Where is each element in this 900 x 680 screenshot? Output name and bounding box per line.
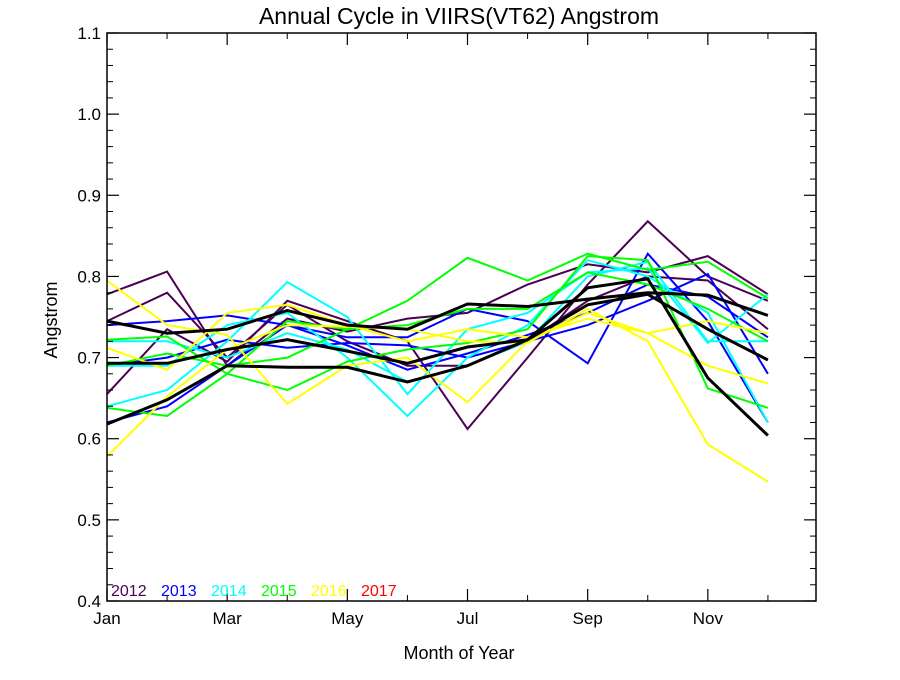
y-tick-label: 0.9 <box>77 186 101 205</box>
y-tick-label: 0.8 <box>77 267 101 286</box>
chart-title: Annual Cycle in VIIRS(VT62) Angstrom <box>259 3 659 29</box>
series-line-3 <box>106 275 769 367</box>
series-line-4 <box>106 251 769 424</box>
x-tick-label: Jan <box>93 609 120 628</box>
y-tick-label: 1.1 <box>77 24 101 43</box>
series-line-15 <box>106 303 769 385</box>
legend-item-2014: 2014 <box>211 583 247 600</box>
series-line-18 <box>106 277 769 437</box>
series-line-8 <box>107 259 769 423</box>
y-tick-label: 0.5 <box>77 511 101 530</box>
y-axis-ticks: 0.4 0.5 0.6 0.7 0.8 0.9 1.0 1.1 <box>77 24 816 611</box>
x-axis-label: Month of Year <box>403 643 514 663</box>
x-tick-label: May <box>331 609 364 628</box>
series-line-11 <box>106 252 769 418</box>
series-line-1 <box>106 219 769 431</box>
y-tick-label: 0.4 <box>77 592 101 611</box>
x-tick-label: Mar <box>213 609 243 628</box>
plot-frame <box>106 32 817 602</box>
y-axis-label: Angstrom <box>41 281 61 358</box>
legend-item-2015: 2015 <box>261 583 297 600</box>
x-tick-label: Nov <box>693 609 724 628</box>
legend-item-2013: 2013 <box>161 583 197 600</box>
y-tick-label: 0.7 <box>77 349 101 368</box>
series-line-10 <box>106 255 769 409</box>
x-tick-label: Sep <box>573 609 603 628</box>
y-tick-label: 1.0 <box>77 105 101 124</box>
legend-item-2016: 2016 <box>311 583 347 600</box>
legend-item-2017: 2017 <box>361 583 397 600</box>
x-tick-label: Jul <box>457 609 479 628</box>
series-line-13 <box>106 279 769 406</box>
y-tick-label: 0.6 <box>77 430 101 449</box>
series-line-17 <box>107 292 769 365</box>
legend-item-2012: 2012 <box>111 583 147 600</box>
series-layer <box>106 219 769 483</box>
legend: 2012 2013 2014 2015 2016 2017 <box>111 583 397 600</box>
x-axis-ticks: Jan Mar May Jul Sep Nov <box>93 33 769 628</box>
